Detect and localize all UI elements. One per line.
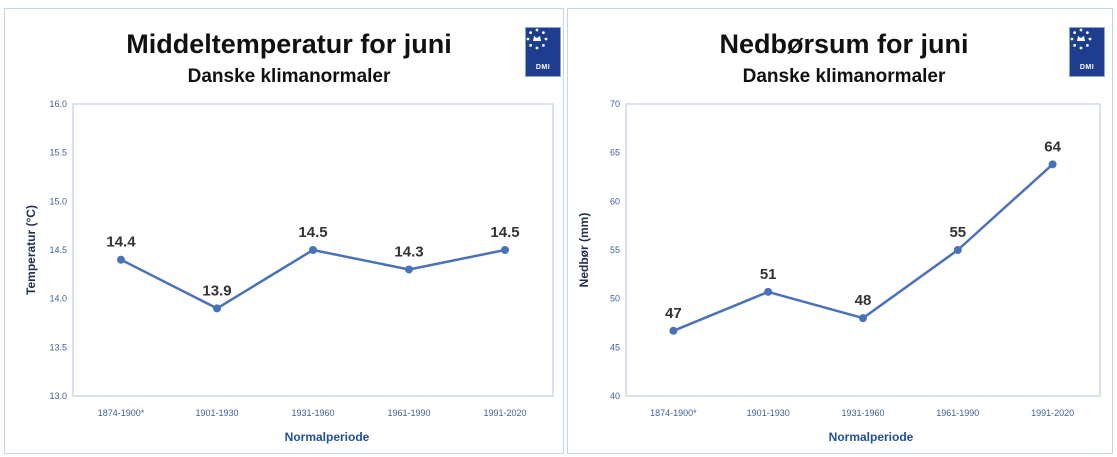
data-point: [764, 287, 773, 296]
chart-title: Middeltemperatur for juni: [126, 29, 452, 59]
y-tick-label: 45: [610, 342, 620, 352]
data-point: [117, 255, 125, 264]
plot-area: [625, 103, 1101, 397]
data-point: [309, 246, 317, 254]
y-tick-label: 60: [610, 196, 620, 206]
x-tick-label: 1931-1960: [841, 408, 884, 418]
x-tick-label: 1931-1960: [291, 408, 334, 418]
y-axis-label: Temperatur (°C): [24, 205, 38, 295]
data-label: 13.9: [202, 282, 231, 299]
data-label: 48: [855, 292, 872, 309]
y-tick-label: 40: [610, 391, 620, 401]
y-axis-label: Nedbør (mm): [577, 213, 591, 288]
x-tick-label: 1961-1990: [936, 408, 979, 418]
data-label: 14.5: [490, 224, 519, 241]
data-label: 14.4: [106, 234, 136, 251]
x-axis-label: Normalperiode: [829, 430, 914, 444]
y-tick-label: 50: [610, 294, 620, 304]
data-label: 14.3: [394, 243, 423, 260]
dmi-logo-icon: DMI: [525, 27, 561, 77]
data-point: [953, 246, 962, 254]
plot-area: [72, 103, 554, 397]
temperature-chart-panel: Middeltemperatur for juni Danske klimanor…: [4, 8, 564, 454]
y-tick-label: 55: [610, 245, 620, 255]
data-point: [501, 246, 509, 254]
dmi-logo-icon: DMI: [1069, 27, 1105, 77]
y-tick-label: 14.5: [49, 245, 67, 255]
y-tick-label: 15.5: [49, 148, 67, 158]
data-label: 55: [949, 224, 966, 241]
y-tick-label: 13.5: [49, 342, 67, 352]
data-point: [669, 326, 678, 335]
data-label: 64: [1044, 138, 1061, 155]
y-tick-label: 14.0: [49, 294, 67, 304]
precipitation-chart-panel: Nedbørsum for juni Danske klimanormaler 40…: [567, 8, 1113, 454]
data-label: 47: [665, 305, 682, 322]
data-point: [859, 314, 867, 323]
x-tick-label: 1991-2020: [1031, 408, 1074, 418]
data-label: 51: [760, 266, 777, 283]
x-tick-label: 1961-1990: [387, 408, 430, 418]
logo-label: DMI: [1079, 64, 1095, 71]
y-tick-label: 70: [610, 99, 620, 109]
series-line: [120, 248, 506, 310]
data-point: [405, 265, 413, 274]
chart-subtitle: Danske klimanormaler: [188, 66, 391, 87]
x-tick-label: 1901-1930: [747, 408, 790, 418]
x-tick-label: 1874-1900*: [650, 408, 697, 418]
data-point: [213, 304, 221, 313]
chart-subtitle: Danske klimanormaler: [743, 66, 946, 87]
y-tick-label: 15.0: [49, 196, 67, 206]
logo-label: DMI: [535, 64, 551, 71]
data-label: 14.5: [298, 224, 327, 241]
x-tick-label: 1874-1900*: [98, 408, 145, 418]
y-tick-label: 65: [610, 148, 620, 158]
chart-title: Nedbørsum for juni: [720, 29, 969, 59]
precipitation-chart: Nedbørsum for juni Danske klimanormaler 40…: [577, 29, 1101, 444]
y-tick-label: 13.0: [49, 391, 67, 401]
temperature-chart: Middeltemperatur for juni Danske klimanor…: [24, 29, 554, 444]
x-tick-label: 1991-2020: [483, 408, 526, 418]
y-tick-label: 16.0: [49, 99, 67, 109]
x-axis-label: Normalperiode: [285, 430, 370, 444]
x-tick-label: 1901-1930: [195, 408, 238, 418]
data-point: [1048, 160, 1057, 169]
